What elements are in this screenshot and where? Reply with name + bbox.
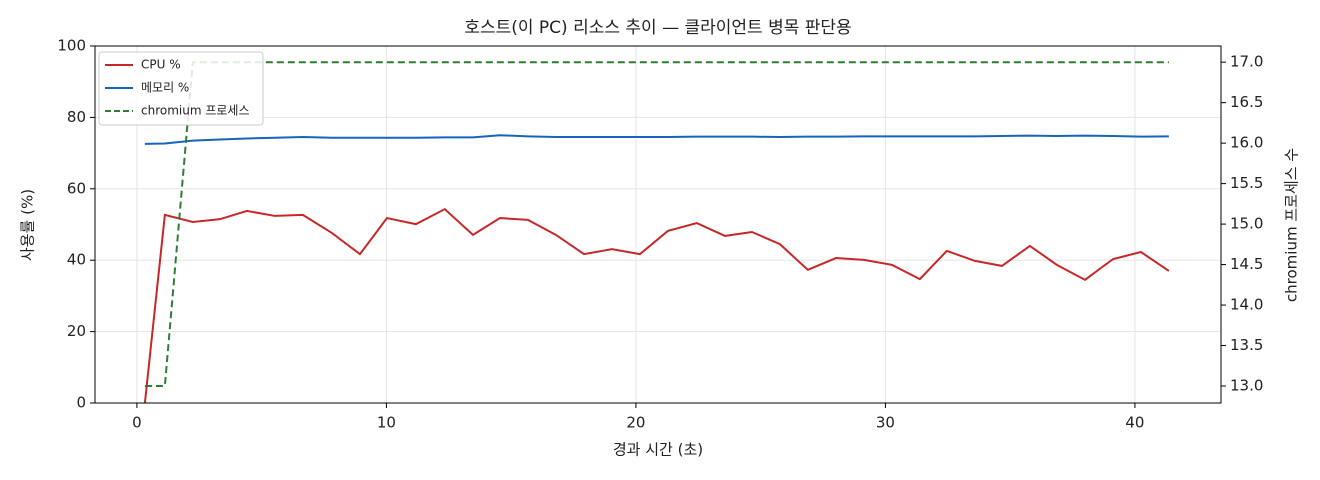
y2-tick-label: 16.5: [1230, 93, 1263, 111]
y2-tick-label: 15.5: [1230, 174, 1263, 192]
y-tick-label: 40: [67, 251, 86, 269]
legend-box: [98, 51, 264, 126]
x-axis-label: 경과 시간 (초): [613, 441, 703, 459]
legend-label: chromium 프로세스: [141, 104, 250, 118]
series-line: [144, 134, 1169, 145]
series-line: [143, 207, 1170, 404]
y2-axis-label: chromium 프로세스 수: [1283, 148, 1301, 302]
chart-title: 호스트(이 PC) 리소스 추이 — 클라이언트 병목 판단용: [464, 18, 851, 38]
x-tick-label: 20: [626, 414, 645, 432]
y-tick-label: 80: [67, 108, 86, 126]
x-tick-label: 40: [1125, 414, 1144, 432]
y-axis-label: 사용률 (%): [19, 189, 37, 261]
x-tick-label: 30: [876, 414, 895, 432]
y2-tick-label: 13.5: [1230, 336, 1263, 354]
y-tick-label: 100: [57, 37, 86, 55]
y2-tick-label: 14.0: [1230, 296, 1263, 314]
y-tick-label: 0: [76, 394, 86, 412]
legend-label: CPU %: [141, 58, 181, 72]
y2-tick-label: 15.0: [1230, 215, 1263, 233]
series-line: [144, 61, 1169, 387]
y-tick-label: 20: [67, 322, 86, 340]
y2-tick-label: 16.0: [1230, 134, 1263, 152]
plot-frame: [94, 45, 1222, 404]
legend-label: 메모리 %: [141, 81, 189, 95]
y2-tick-label: 13.0: [1230, 377, 1263, 395]
x-tick-label: 0: [132, 414, 142, 432]
x-tick-label: 10: [377, 414, 396, 432]
y2-tick-label: 17.0: [1230, 53, 1263, 71]
y-tick-label: 60: [67, 179, 86, 197]
y2-tick-label: 14.5: [1230, 255, 1263, 273]
